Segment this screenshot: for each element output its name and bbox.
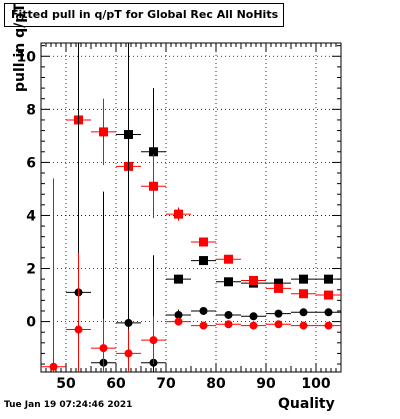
y-tick-label: 4	[26, 208, 36, 224]
y-axis-label: pull in q/pT	[12, 3, 28, 92]
data-point-circle	[324, 321, 333, 330]
x-tick-label: 90	[256, 376, 276, 392]
data-point-square	[149, 147, 158, 157]
x-tick-label: 50	[56, 376, 76, 392]
data-point-circle	[124, 349, 133, 358]
data-point-square	[174, 209, 183, 219]
x-tick-label: 80	[206, 376, 226, 392]
data-point-circle	[249, 312, 258, 321]
data-point-square	[324, 274, 333, 284]
data-point-circle	[149, 336, 158, 345]
data-point-circle	[324, 308, 333, 317]
data-point-square	[274, 278, 283, 288]
data-point-square	[324, 290, 333, 300]
data-point-square	[224, 254, 233, 264]
data-point-circle	[274, 309, 283, 318]
data-point-square	[199, 256, 208, 266]
data-point-circle	[124, 318, 133, 327]
data-point-circle	[174, 317, 183, 326]
data-point-square	[299, 289, 308, 299]
data-point-circle	[199, 306, 208, 315]
chart-title: Fitted pull in q/pT for Global Rec All N…	[4, 3, 284, 27]
timestamp: Tue Jan 19 07:24:46 2021	[4, 400, 133, 410]
data-point-square	[174, 274, 183, 284]
data-point-circle	[49, 362, 58, 371]
data-point-circle	[249, 321, 258, 330]
data-point-circle	[274, 320, 283, 329]
data-point-square	[149, 181, 158, 191]
data-point-circle	[199, 321, 208, 330]
data-point-square	[249, 275, 258, 285]
x-tick-label: 100	[301, 376, 330, 392]
data-point-circle	[299, 321, 308, 330]
data-point-circle	[299, 308, 308, 317]
data-point-square	[99, 127, 108, 137]
x-axis-label: Quality	[278, 396, 335, 412]
data-point-square	[299, 274, 308, 284]
data-point-circle	[99, 344, 108, 353]
data-point-circle	[224, 320, 233, 329]
y-tick-label: 0	[26, 315, 36, 331]
x-tick-label: 60	[106, 376, 126, 392]
y-tick-label: 10	[17, 49, 37, 65]
data-point-circle	[74, 325, 83, 334]
data-point-square	[199, 237, 208, 247]
data-point-circle	[174, 310, 183, 319]
y-tick-label: 6	[26, 155, 36, 171]
data-point-square	[274, 283, 283, 293]
plot-frame	[40, 42, 342, 373]
data-point-circle	[224, 310, 233, 319]
y-tick-label: 2	[26, 262, 36, 278]
x-tick-label: 70	[156, 376, 176, 392]
y-tick-label: 8	[26, 102, 36, 118]
data-point-square	[224, 277, 233, 287]
